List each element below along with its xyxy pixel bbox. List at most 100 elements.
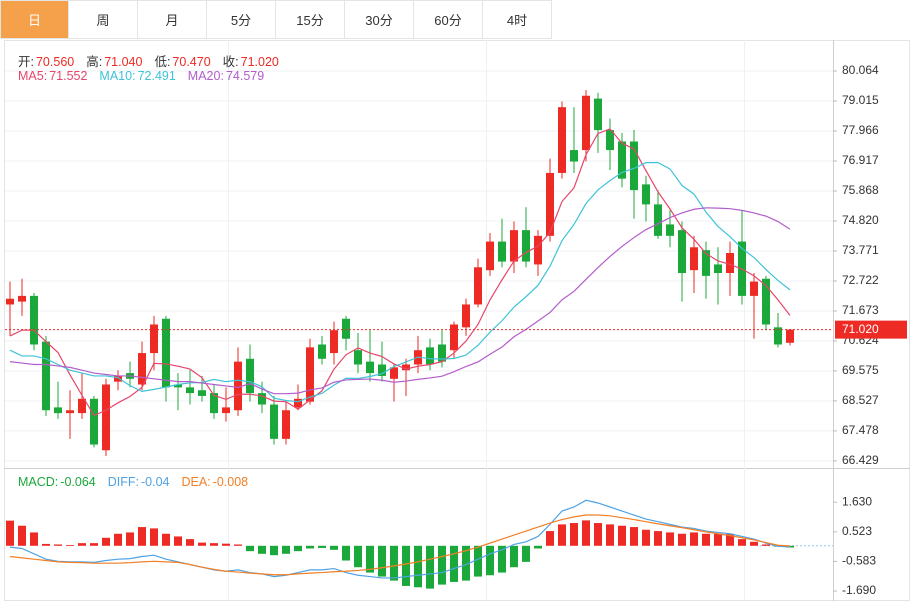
macd-bar (318, 545, 326, 548)
candle-body (462, 304, 470, 328)
macd-bar (354, 545, 362, 568)
tab[interactable]: 4时 (483, 0, 552, 39)
tab[interactable]: 15分 (276, 0, 345, 39)
ohlc-name: 低: (154, 55, 171, 69)
candle-body (690, 247, 698, 271)
candle-body (366, 361, 374, 374)
macd-bar (378, 545, 386, 577)
macd-bar (570, 523, 578, 546)
candle-body (186, 387, 194, 394)
macd-line (9, 499, 791, 579)
candle-body (330, 330, 338, 354)
y-tick-label: 79.015 (842, 93, 879, 107)
macd-bar (606, 524, 614, 546)
ohlc-name: 高: (86, 55, 103, 69)
macd-bar (66, 545, 74, 546)
candle-body (726, 252, 734, 274)
candle-body (294, 398, 302, 408)
tab[interactable]: 日 (0, 0, 69, 39)
candle-body (42, 341, 50, 411)
y-tick-label: 75.868 (842, 183, 879, 197)
legend-item: 高: 71.040 (86, 55, 144, 69)
y-tick-label: 69.575 (842, 363, 879, 377)
macd-bar (522, 545, 530, 562)
candle-body (594, 98, 602, 131)
macd-bar (390, 545, 398, 581)
ma-line (9, 162, 791, 403)
macd-bar (582, 520, 590, 546)
candle-body (234, 361, 242, 411)
legend-item: MA20: 74.579 (188, 69, 266, 83)
candle-body (198, 390, 206, 396)
macd-bar (546, 531, 554, 546)
ohlc-value: 71.020 (240, 55, 279, 69)
tab[interactable]: 60分 (414, 0, 483, 39)
macd-bar (90, 543, 98, 546)
candle-body (642, 184, 650, 205)
ma-line (9, 207, 791, 395)
legend-item: MACD: -0.064 (18, 475, 98, 489)
macd-bar (414, 545, 422, 588)
tab[interactable]: 周 (69, 0, 138, 39)
last-price-label: 71.020 (842, 322, 879, 336)
candle-body (402, 364, 410, 371)
macd-bar (618, 525, 626, 546)
legend-item: 开: 70.560 (18, 55, 76, 69)
last-price-tag (835, 320, 907, 339)
legend-name: DIFF: (107, 475, 139, 489)
candle-body (606, 130, 614, 151)
candle-body (30, 295, 38, 345)
legend-value: -0.064 (60, 475, 96, 489)
legend-value: -0.008 (212, 475, 249, 489)
macd-bar (150, 528, 158, 546)
macd-bar (726, 533, 734, 546)
macd-bar (18, 525, 26, 546)
macd-bar (642, 529, 650, 546)
candle-body (378, 364, 386, 376)
legend-value: -0.04 (140, 475, 170, 489)
candle-body (522, 230, 530, 262)
candle-body (246, 358, 254, 394)
legend-item: DEA: -0.008 (181, 475, 250, 489)
tab[interactable]: 30分 (345, 0, 414, 39)
macd-bar (666, 532, 674, 546)
candle-body (510, 230, 518, 262)
candle-body (66, 410, 74, 414)
legend-name: MACD: (18, 475, 59, 489)
candle-body (282, 410, 290, 439)
ohlc-value: 70.470 (172, 55, 211, 69)
legend-value: 72.491 (137, 69, 176, 83)
macd-bar (78, 543, 86, 546)
macd-bar (6, 520, 14, 546)
tab[interactable]: 5分 (207, 0, 276, 39)
tab[interactable]: 月 (138, 0, 207, 39)
macd-bar (186, 539, 194, 546)
macd-bar (174, 536, 182, 546)
macd-bar (126, 532, 134, 546)
candle-body (450, 324, 458, 351)
y-tick-label: 73.771 (842, 243, 879, 257)
candle-body (630, 141, 638, 191)
macd-bar (738, 539, 746, 546)
candle-body (102, 384, 110, 451)
candle-body (570, 150, 578, 162)
candle-body (762, 278, 770, 325)
ma-legend: MA5: 71.552 MA10: 72.491 MA20: 74.579 (18, 69, 276, 83)
candle-body (270, 404, 278, 439)
candle-body (90, 398, 98, 445)
macd-bar (402, 545, 410, 586)
candle-body (534, 235, 542, 265)
macd-bar (282, 545, 290, 554)
candle-body (426, 347, 434, 365)
legend-item: MA5: 71.552 (18, 69, 89, 83)
macd-bar (510, 545, 518, 568)
macd-bar (42, 543, 50, 546)
macd-bar (438, 545, 446, 585)
legend-name: DEA: (181, 475, 211, 489)
macd-bar (714, 533, 722, 546)
macd-bar (294, 545, 302, 552)
candle-body (498, 241, 506, 262)
macd-bar (258, 545, 266, 554)
